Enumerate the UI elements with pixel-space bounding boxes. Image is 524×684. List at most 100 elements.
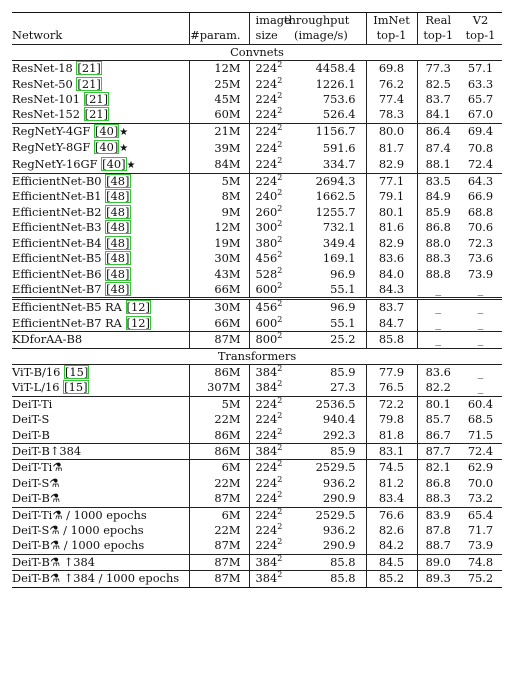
network-name: DeiT-B xyxy=(12,428,189,444)
imnet-top1: 84.7 xyxy=(365,315,417,332)
citation-link[interactable]: [21] xyxy=(83,107,110,122)
network-label: RegNetY-16GF xyxy=(12,156,102,171)
param-count: 12M xyxy=(188,220,249,236)
size-exponent: 2 xyxy=(277,474,283,484)
size-exponent: 2 xyxy=(277,331,283,341)
throughput-value: 2536.5 xyxy=(284,395,366,413)
table-row: DeiT-Ti⚗ / 1000 epochs 6M 2242 2529.5 76.6 83… xyxy=(12,506,502,523)
network-name: ResNet-18 [21] xyxy=(12,60,189,77)
throughput-value: 96.9 xyxy=(284,297,366,316)
network-name: EfficientNet-B7 [48] xyxy=(12,281,189,299)
citation-link[interactable]: [48] xyxy=(105,220,131,235)
network-label: EfficientNet-B1 xyxy=(12,189,106,204)
network-label: DeiT-S⚗ xyxy=(12,475,60,490)
throughput-value: 2694.3 xyxy=(284,173,366,190)
imnet-top1: 82.9 xyxy=(365,235,417,252)
network-label: DeiT-Ti⚗ xyxy=(12,460,63,475)
citation-link[interactable]: [48] xyxy=(105,281,131,296)
image-size: 2242 xyxy=(248,459,284,476)
table-row: KDforAA-B8 87M 8002 25.2 85.8 _ _ xyxy=(12,331,502,349)
network-label: DeiT-B xyxy=(12,427,50,442)
citation-link[interactable]: [15] xyxy=(63,364,90,379)
network-label: EfficientNet-B7 xyxy=(12,281,106,296)
image-size-value: 224 xyxy=(255,412,278,427)
size-exponent: 2 xyxy=(277,91,283,101)
imnet-top1: 82.6 xyxy=(365,523,417,539)
citation-link[interactable]: [48] xyxy=(105,204,131,219)
throughput-value: 290.9 xyxy=(322,491,356,506)
citation-link[interactable]: [40] xyxy=(93,123,120,138)
citation-link[interactable]: [21] xyxy=(76,76,102,91)
citation-link[interactable]: [48] xyxy=(105,251,131,266)
imnet-top1: 80.0 xyxy=(365,122,417,141)
citation-link[interactable]: [40] xyxy=(101,156,127,171)
image-size: 8002 xyxy=(248,331,284,349)
network-label: DeiT-S⚗ / 1000 epochs xyxy=(12,523,144,537)
size-exponent: 2 xyxy=(277,490,283,500)
imnet-top1: 85.8 xyxy=(365,331,417,349)
size-exponent: 2 xyxy=(277,299,283,309)
star-marker: ★ xyxy=(126,159,136,171)
header-row-1: image throughput ImNet Real V2 xyxy=(12,12,502,29)
table-row: DeiT-B⚗ / 1000 epochs 87M 2242 290.9 84.2 88.… xyxy=(12,538,502,555)
network-label: ViT-L/16 xyxy=(12,380,64,395)
table-row: EfficientNet-B0 [48] 5M 2242 2694.3 77.1 83.5… xyxy=(12,173,502,190)
citation-link[interactable]: [48] xyxy=(105,174,131,189)
table-row: DeiT-B 86M 2242 292.3 81.8 86.7 71.5 xyxy=(12,427,502,444)
table-row: EfficientNet-B7 [48] 66M 6002 55.1 84.3 _ _ xyxy=(12,282,502,299)
citation-link[interactable]: [15] xyxy=(63,380,89,395)
param-count: 12M xyxy=(188,60,249,77)
param-count: 22M xyxy=(188,523,249,539)
image-size: 2402 xyxy=(248,189,284,205)
header-unit: (image/s) xyxy=(284,28,366,45)
size-exponent: 2 xyxy=(277,219,283,229)
image-size: 4562 xyxy=(248,297,284,316)
network-label: DeiT-B⚗ ↑384 xyxy=(12,554,95,569)
citation-link[interactable]: [12] xyxy=(125,315,151,330)
table-row: DeiT-Ti 5M 2242 2536.5 72.2 80.1 60.4 xyxy=(12,395,502,413)
imnet-top1: 84.0 xyxy=(365,266,417,282)
size-exponent: 2 xyxy=(277,395,283,405)
network-label: EfficientNet-B4 xyxy=(12,235,106,250)
citation-link[interactable]: [48] xyxy=(105,235,131,250)
table-row: DeiT-B↑384 86M 3842 85.9 83.1 87.7 72.4 xyxy=(12,442,502,460)
image-size-value: 224 xyxy=(255,92,278,107)
image-size-value: 224 xyxy=(255,124,278,139)
size-exponent: 2 xyxy=(277,234,283,244)
network-label: ResNet-18 xyxy=(12,61,77,76)
citation-link[interactable]: [21] xyxy=(83,92,110,107)
table-row: ResNet-152 [21] 60M 2242 526.4 78.3 84.1 67.0 xyxy=(12,107,502,124)
param-count: 86M xyxy=(188,442,249,460)
imnet-top1: 81.6 xyxy=(365,220,417,236)
size-exponent: 2 xyxy=(277,123,283,133)
citation-link[interactable]: [48] xyxy=(105,266,131,281)
citation-link[interactable]: [12] xyxy=(125,300,151,315)
throughput-value: 85.8 xyxy=(284,553,366,571)
real-top1: 86.8 xyxy=(416,220,459,236)
network-name: DeiT-B⚗ xyxy=(12,491,189,507)
image-size: 2242 xyxy=(248,523,284,539)
image-size: 3842 xyxy=(248,380,284,397)
citation-link[interactable]: [48] xyxy=(105,189,131,204)
v2-top1: 62.9 xyxy=(459,459,502,476)
image-size-value: 224 xyxy=(255,507,278,522)
network-name: ResNet-101 [21] xyxy=(12,92,189,107)
network-name: EfficientNet-B0 [48] xyxy=(12,173,189,190)
citation-link[interactable]: [21] xyxy=(76,61,102,76)
citation-link[interactable]: [40] xyxy=(93,140,120,155)
v2-top1: _ xyxy=(459,297,502,316)
param-count: 5M xyxy=(188,173,249,190)
v2-top1: 71.7 xyxy=(467,523,494,537)
size-exponent: 2 xyxy=(277,570,283,580)
imnet-top1: 83.1 xyxy=(365,442,417,460)
network-label: ResNet-50 xyxy=(12,76,77,91)
table-row: DeiT-B⚗ ↑384 / 1000 epochs 87M 3842 85.8 85.… xyxy=(12,570,502,588)
v2-top1: 68.5 xyxy=(467,412,494,427)
header-image: image xyxy=(248,12,291,29)
image-size-value: 224 xyxy=(255,157,278,172)
table-row: DeiT-B⚗ 87M 2242 290.9 83.4 88.3 73.2 xyxy=(12,490,502,508)
image-size: 3842 xyxy=(248,442,284,460)
v2-top1: 70.8 xyxy=(467,140,494,155)
real-top1: 83.5 xyxy=(416,173,459,190)
network-label: EfficientNet-B7 RA xyxy=(12,315,126,330)
